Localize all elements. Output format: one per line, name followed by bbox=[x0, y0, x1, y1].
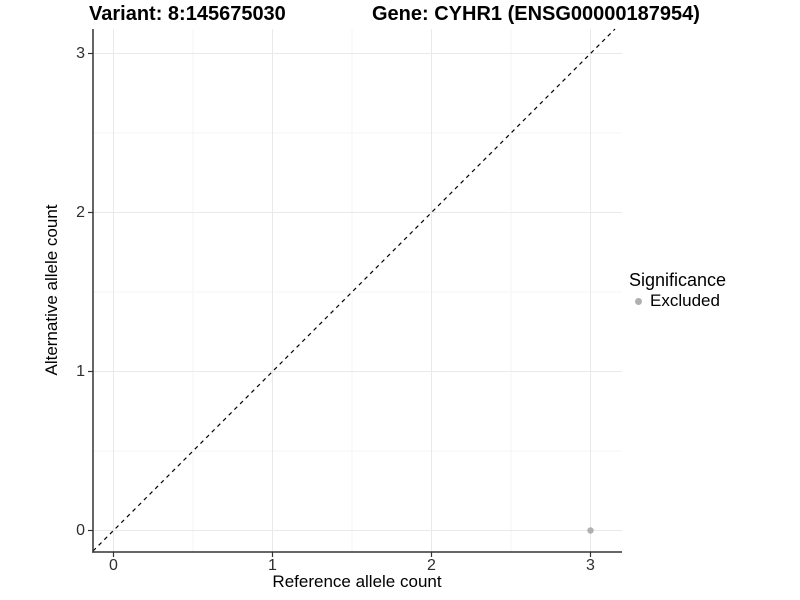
excluded-point-icon bbox=[635, 297, 642, 305]
y-tick-label-2: 2 bbox=[76, 203, 85, 221]
y-tick-label-0: 0 bbox=[76, 521, 85, 539]
legend: Significance Excluded bbox=[629, 270, 726, 311]
x-axis-label: Reference allele count bbox=[272, 572, 442, 591]
legend-entry-label: Excluded bbox=[650, 291, 720, 310]
plot-title-gene: Gene: CYHR1 (ENSG00000187954) bbox=[372, 3, 700, 25]
legend-entry-excluded: Excluded bbox=[629, 291, 726, 311]
x-tick-label-3: 3 bbox=[586, 557, 595, 574]
data-point bbox=[587, 527, 594, 534]
plot-title-variant: Variant: 8:145675030 bbox=[89, 3, 286, 25]
x-tick-label-1: 1 bbox=[268, 557, 277, 574]
y-tick-label-3: 3 bbox=[76, 44, 85, 62]
legend-title: Significance bbox=[629, 270, 727, 290]
y-tick-label-1: 1 bbox=[76, 362, 85, 380]
x-tick-label-2: 2 bbox=[427, 557, 436, 574]
x-tick-label-0: 0 bbox=[109, 557, 118, 574]
identity-line bbox=[92, 28, 616, 552]
y-axis-label: Alternative allele count bbox=[42, 204, 61, 376]
